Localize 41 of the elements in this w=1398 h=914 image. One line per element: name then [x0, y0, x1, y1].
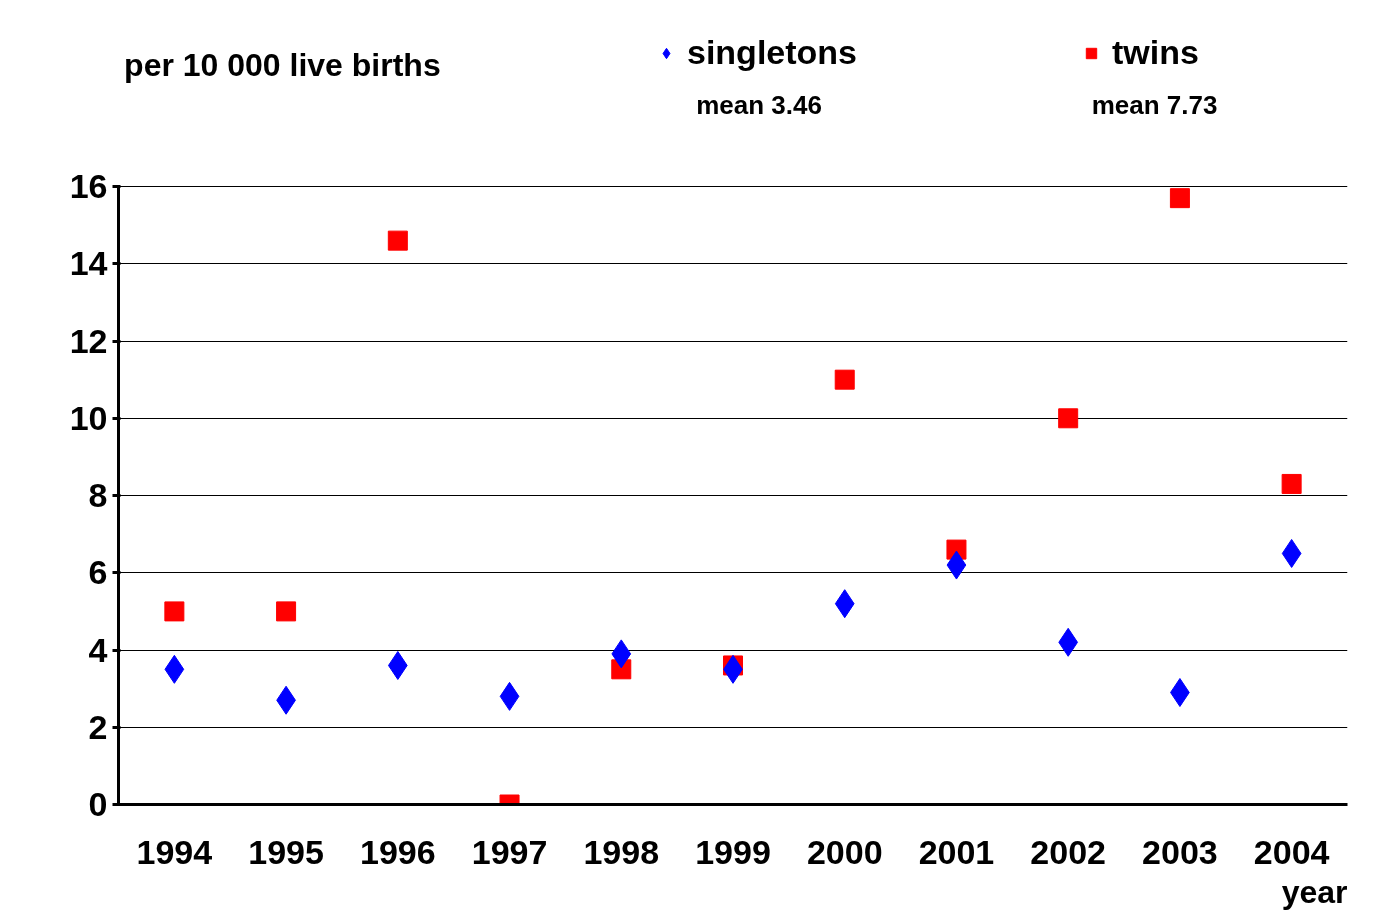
- y-tick-label: 6: [88, 553, 108, 592]
- point: [611, 639, 632, 669]
- x-tick-label: 1994: [136, 832, 213, 871]
- x-tick-label: 2000: [806, 832, 883, 871]
- point: [1281, 538, 1302, 568]
- y-tick-label: 4: [88, 630, 108, 669]
- point: [1169, 188, 1190, 209]
- y-tick-label: 2: [88, 707, 108, 746]
- point: [276, 601, 297, 622]
- x-tick-label: 1996: [360, 832, 436, 871]
- text: mean 7.73: [1091, 90, 1218, 121]
- y-tick-label: 8: [88, 476, 108, 515]
- point: [834, 589, 855, 619]
- legend-label: twins: [1112, 33, 1199, 72]
- x-tick-label: 2003: [1142, 832, 1218, 871]
- point: [1058, 408, 1079, 429]
- x-tick-label: 1995: [248, 832, 324, 871]
- point: [164, 654, 185, 684]
- legend-label: singletons: [687, 33, 858, 72]
- point: [387, 230, 408, 251]
- text: mean 3.46: [696, 90, 822, 121]
- y-tick-label: 14: [69, 244, 108, 283]
- point: [834, 369, 855, 390]
- y-axis-title: per 10 000 live births: [124, 47, 441, 84]
- x-tick-label: 1998: [583, 832, 660, 871]
- x-tick-label: 1997: [471, 832, 548, 871]
- point: [387, 650, 408, 680]
- x-tick-label: 2001: [918, 832, 995, 871]
- point: [1058, 627, 1079, 657]
- y-tick-label: 12: [69, 321, 108, 360]
- point: [946, 550, 967, 580]
- y-tick-label: 10: [69, 398, 108, 437]
- x-axis-title: year: [1281, 873, 1348, 910]
- y-tick-label: 0: [88, 785, 108, 823]
- x-tick-label: 2004: [1253, 832, 1330, 871]
- point: [499, 681, 520, 711]
- x-tick-label: 2002: [1030, 832, 1106, 871]
- point: [1281, 473, 1302, 494]
- point: [164, 601, 185, 622]
- x-tick-label: 1999: [695, 832, 771, 871]
- y-tick-label: 16: [69, 167, 108, 206]
